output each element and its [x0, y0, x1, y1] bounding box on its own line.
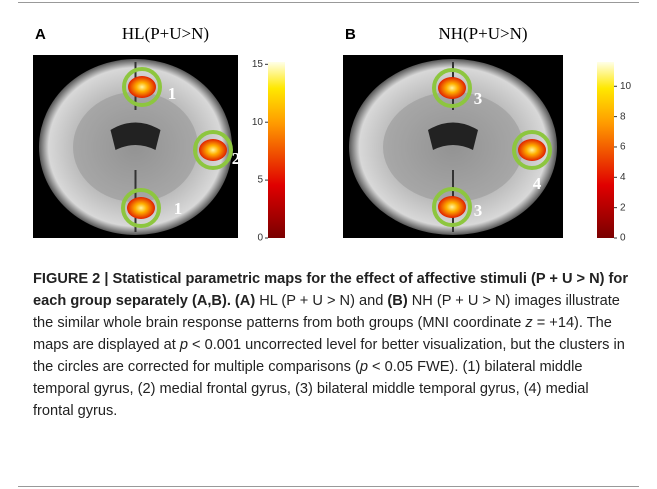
- colorbar: [597, 62, 614, 238]
- tick-label: 6: [620, 142, 626, 153]
- caption-text: (B): [387, 293, 407, 309]
- tick-label: 15: [252, 59, 264, 70]
- tick-label: 8: [620, 111, 626, 122]
- panel-title: HL(P+U>N): [122, 24, 209, 43]
- activation: [438, 196, 466, 218]
- activation: [128, 76, 156, 98]
- bottom-rule: [18, 486, 639, 487]
- activation: [518, 139, 546, 161]
- tick-label: 0: [620, 233, 626, 244]
- roi-number: 1: [168, 84, 177, 103]
- tick-label: 10: [620, 81, 632, 92]
- panel-label: B: [345, 26, 356, 43]
- caption-text: p: [360, 359, 368, 375]
- tick-label: 0: [257, 233, 263, 244]
- caption-text: z: [525, 315, 532, 331]
- panel-title: NH(P+U>N): [438, 24, 527, 43]
- roi-number: 2: [232, 149, 241, 168]
- tick-label: 2: [620, 202, 626, 213]
- roi-number: 3: [474, 201, 483, 220]
- caption-text: HL (P + U > N) and: [255, 293, 387, 309]
- activation: [127, 197, 155, 219]
- activation: [199, 139, 227, 161]
- tick-label: 10: [252, 117, 264, 128]
- roi-number: 4: [533, 174, 542, 193]
- caption: FIGURE 2 | Statistical parametric maps f…: [33, 268, 631, 422]
- figure: AHL(P+U>N)121051015BNH(P+U>N)3430246810 …: [0, 0, 657, 489]
- colorbar: [268, 62, 285, 238]
- roi-number: 3: [474, 89, 483, 108]
- panel-label: A: [35, 26, 46, 43]
- activation: [438, 77, 466, 99]
- roi-number: 1: [174, 199, 183, 218]
- tick-label: 5: [257, 175, 263, 186]
- tick-label: 4: [620, 172, 626, 183]
- caption-text: p: [180, 337, 188, 353]
